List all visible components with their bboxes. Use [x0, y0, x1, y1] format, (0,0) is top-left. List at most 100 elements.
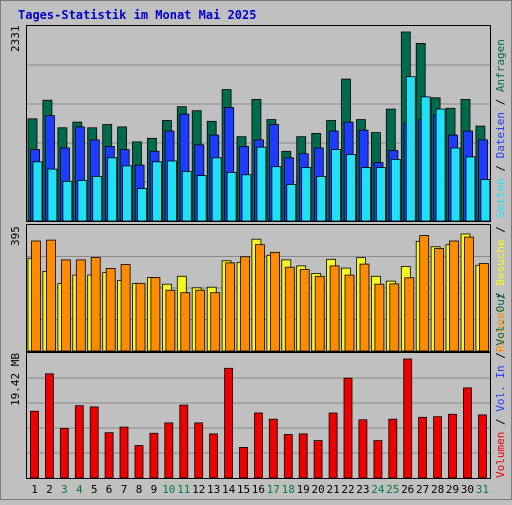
bar-volumen-day-24 [373, 440, 383, 479]
bar-seiten-day-16 [256, 146, 267, 222]
day-label: 30 [461, 483, 474, 496]
y-max-label-traffic: 19.42 MB [9, 353, 22, 406]
bar-rechner-day-18 [284, 266, 295, 352]
bar-volumen-day-1 [30, 410, 39, 479]
bar-seiten-day-23 [361, 167, 371, 222]
bar-volumen-day-22 [343, 377, 353, 479]
day-label: 31 [476, 483, 489, 496]
bar-volumen-day-26 [403, 358, 413, 479]
bar-volumen-day-8 [134, 445, 144, 479]
bar-rechner-day-29 [449, 240, 459, 352]
bar-seiten-day-15 [241, 174, 252, 222]
bar-seiten-day-10 [166, 160, 177, 222]
bar-rechner-day-5 [90, 256, 101, 352]
day-label: 28 [431, 483, 444, 496]
bar-volumen-day-14 [224, 367, 234, 479]
day-label: 29 [446, 483, 459, 496]
day-label: 16 [252, 483, 265, 496]
bar-seiten-day-19 [301, 167, 312, 222]
day-label: 5 [91, 483, 98, 496]
bar-volumen-day-17 [268, 418, 278, 479]
day-label: 25 [386, 483, 399, 496]
bar-rechner-day-22 [344, 274, 355, 352]
y-max-label-hits: 2331 [9, 26, 22, 53]
day-label: 23 [356, 483, 369, 496]
bar-seiten-day-9 [151, 161, 162, 222]
bar-rechner-day-10 [165, 289, 176, 352]
bar-seiten-day-26 [405, 76, 416, 222]
bar-volumen-day-10 [164, 422, 174, 479]
bar-seiten-day-12 [196, 175, 207, 222]
day-label: 3 [61, 483, 68, 496]
bar-rechner-day-8 [135, 282, 146, 352]
bar-volumen-day-12 [194, 422, 204, 479]
bar-rechner-day-13 [210, 292, 221, 352]
bar-volumen-day-18 [283, 434, 293, 479]
legend-besuche: Besuche [494, 239, 507, 285]
day-label: 24 [371, 483, 385, 496]
bar-rechner-day-9 [150, 277, 161, 352]
bar-volumen-day-21 [328, 412, 338, 479]
bar-seiten-day-1 [32, 161, 43, 222]
bar-rechner-day-12 [195, 289, 206, 352]
day-label: 13 [207, 483, 220, 496]
bar-rechner-day-2 [46, 239, 56, 352]
svg-text:Seiten / Dateien / Anfragen: Seiten / Dateien / Anfragen [494, 39, 507, 218]
bar-seiten-day-30 [465, 156, 476, 222]
day-label: 7 [121, 483, 128, 496]
bar-seiten-day-24 [375, 167, 386, 222]
day-label: 27 [416, 483, 429, 496]
day-label: 20 [311, 483, 324, 496]
bar-volumen-day-25 [388, 418, 398, 479]
bar-rechner-day-4 [75, 259, 86, 352]
chart-title: Tages-Statistik im Monat Mai 2025 [18, 8, 256, 22]
bar-volumen-day-29 [448, 413, 457, 479]
bar-rechner-day-28 [434, 248, 445, 352]
bar-rechner-day-3 [61, 259, 71, 352]
bar-seiten-day-3 [62, 180, 73, 222]
bar-rechner-day-14 [225, 262, 236, 352]
bar-rechner-day-23 [359, 263, 370, 352]
bar-seiten-day-4 [77, 180, 88, 222]
bar-rechner-day-16 [254, 244, 265, 352]
bar-seiten-day-25 [390, 158, 401, 222]
bar-seiten-day-28 [435, 108, 446, 222]
bar-rechner-day-1 [31, 240, 41, 352]
bar-seiten-day-22 [346, 154, 356, 222]
bar-rechner-day-17 [269, 251, 280, 352]
day-label: 10 [162, 483, 175, 496]
day-label: 17 [267, 483, 280, 496]
bar-rechner-day-26 [404, 277, 415, 352]
bar-seiten-day-29 [450, 147, 461, 222]
bar-volumen-day-30 [462, 387, 472, 479]
bar-volumen-day-9 [149, 432, 159, 479]
bar-volumen-day-11 [179, 404, 189, 479]
bar-seiten-day-20 [316, 175, 327, 222]
day-label: 1 [31, 483, 38, 496]
bar-rechner-day-21 [329, 265, 340, 352]
day-label: 9 [151, 483, 158, 496]
day-label: 8 [136, 483, 143, 496]
bar-rechner-day-30 [464, 236, 474, 352]
bar-volumen-day-7 [119, 426, 129, 479]
bar-rechner-day-31 [478, 263, 489, 352]
day-label: 14 [222, 483, 236, 496]
bar-seiten-day-14 [226, 171, 237, 222]
y-max-label-visits: 395 [9, 226, 22, 246]
bar-seiten-day-17 [271, 166, 282, 222]
bar-rechner-day-11 [180, 292, 191, 352]
bar-seiten-day-18 [286, 184, 297, 222]
legend-rechner: Rechner [494, 305, 507, 352]
legend-vol-in: Vol. In [494, 365, 507, 411]
bars [27, 31, 491, 479]
bar-seiten-day-2 [47, 168, 58, 222]
bar-seiten-day-13 [211, 157, 222, 222]
bar-seiten-day-21 [331, 149, 342, 222]
bar-volumen-day-15 [239, 446, 248, 479]
bar-volumen-day-4 [74, 405, 84, 479]
bar-rechner-day-27 [419, 235, 430, 352]
bar-volumen-day-5 [89, 406, 99, 479]
bar-volumen-day-6 [104, 432, 114, 479]
legend-visits-hosts: Rechner / Besuche / [494, 226, 507, 352]
